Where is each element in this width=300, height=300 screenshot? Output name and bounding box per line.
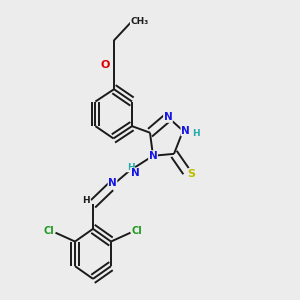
Text: Cl: Cl bbox=[44, 226, 54, 236]
Text: N: N bbox=[148, 151, 158, 161]
Text: N: N bbox=[108, 178, 117, 188]
Text: O: O bbox=[101, 60, 110, 70]
Text: S: S bbox=[188, 169, 195, 179]
Text: N: N bbox=[164, 112, 172, 122]
Text: CH₃: CH₃ bbox=[130, 17, 148, 26]
Text: N: N bbox=[181, 126, 190, 136]
Text: H: H bbox=[192, 129, 200, 138]
Text: N: N bbox=[130, 168, 140, 178]
Text: Cl: Cl bbox=[132, 226, 142, 236]
Text: H: H bbox=[127, 163, 134, 172]
Text: H: H bbox=[82, 196, 90, 205]
